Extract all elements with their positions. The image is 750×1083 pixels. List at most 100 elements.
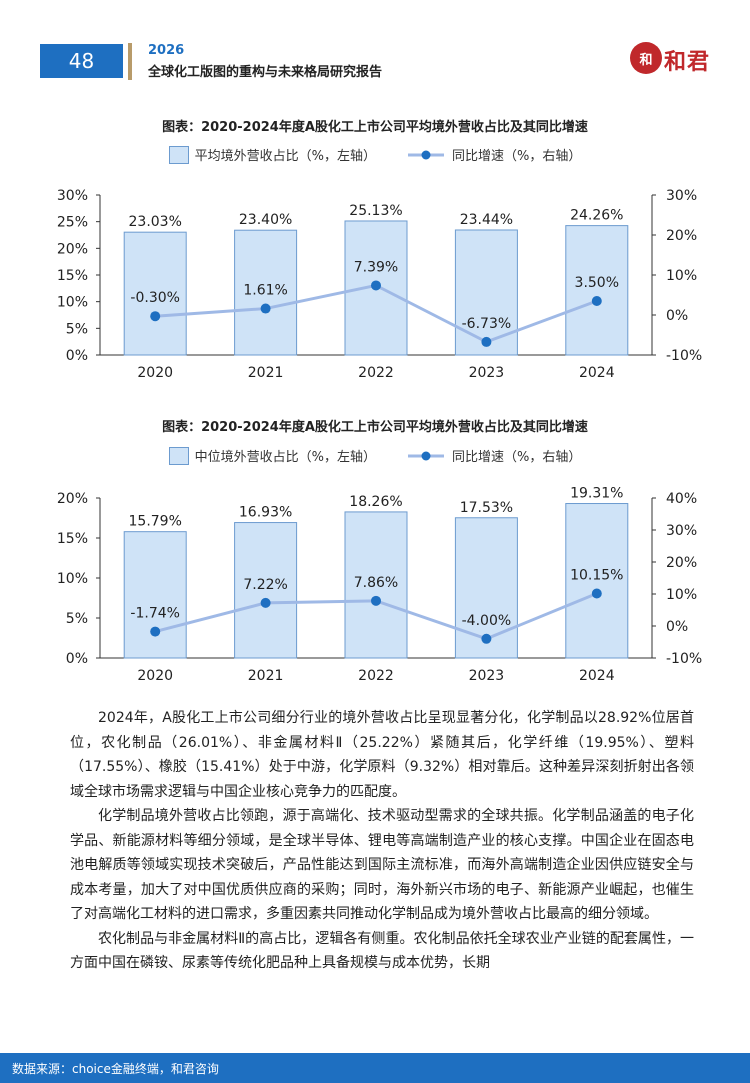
y-left-tick-label: 25% xyxy=(57,215,88,231)
x-tick-label: 2020 xyxy=(137,668,173,684)
growth-data-label: 1.61% xyxy=(243,283,287,299)
y-left-tick-label: 5% xyxy=(66,321,88,337)
bar xyxy=(123,531,187,659)
header-year: 2026 xyxy=(148,43,185,58)
growth-point xyxy=(371,595,381,606)
x-tick-label: 2022 xyxy=(358,365,394,381)
y-left-tick-label: 20% xyxy=(57,241,88,257)
x-tick-label: 2021 xyxy=(248,668,284,684)
header-report-title: 全球化工版图的重构与未来格局研究报告 xyxy=(148,65,383,80)
chart-2-legend: 中位境外营收占比（%，左轴） 同比增速（%，右轴） xyxy=(0,446,750,465)
paragraph: 2024年，A股化工上市公司细分行业的境外营收占比呈现显著分化，化学制品以28.… xyxy=(70,710,694,800)
y-right-tick-label: 30% xyxy=(666,523,697,539)
growth-data-label: 10.15% xyxy=(570,568,623,584)
growth-point xyxy=(371,280,381,291)
x-tick-label: 2024 xyxy=(579,668,615,684)
legend-item-bar: 平均境外营收占比（%，左轴） xyxy=(168,145,376,164)
header-divider xyxy=(128,43,132,80)
bar-data-label: 18.26% xyxy=(349,494,402,510)
legend-line-label: 同比增速（%，右轴） xyxy=(452,450,582,465)
y-left-tick-label: 10% xyxy=(57,295,88,311)
growth-data-label: -4.00% xyxy=(462,613,512,629)
y-left-tick-label: 15% xyxy=(57,531,88,547)
growth-data-label: -6.73% xyxy=(462,316,512,332)
bar-data-label: 23.44% xyxy=(460,212,513,228)
legend-bar-swatch xyxy=(168,145,189,164)
growth-point xyxy=(260,303,271,314)
bar-data-label: 23.40% xyxy=(239,212,292,228)
legend-line-swatch xyxy=(408,451,444,460)
page-number: 48 xyxy=(40,44,123,78)
y-right-tick-label: 20% xyxy=(666,228,697,244)
chart-1-title: 图表：2020-2024年度A股化工上市公司平均境外营收占比及其同比增速 xyxy=(162,120,588,135)
legend-item-bar: 中位境外营收占比（%，左轴） xyxy=(168,446,376,465)
paragraph: 农化制品与非金属材料Ⅱ的高占比，逻辑各有侧重。农化制品依托全球农业产业链的配套属… xyxy=(70,930,694,972)
legend-item-line: 同比增速（%，右轴） xyxy=(406,145,581,164)
y-left-tick-label: 0% xyxy=(66,348,88,364)
bar-data-label: 23.03% xyxy=(129,214,182,230)
y-left-tick-label: 15% xyxy=(57,268,88,284)
legend-line-swatch xyxy=(408,150,444,159)
chart-2: 0% 5% 10% 15% 20% -10% 0% 10% 20% 30% 40% 15.79% 202… xyxy=(57,486,702,684)
bar xyxy=(123,231,187,356)
chart-1-legend: 平均境外营收占比（%，左轴） 同比增速（%，右轴） xyxy=(0,145,750,164)
bar xyxy=(234,522,298,659)
growth-data-label: 7.86% xyxy=(354,575,398,591)
y-right-tick-label: 0% xyxy=(666,308,688,324)
y-right-tick-label: 40% xyxy=(666,491,697,507)
brand-logo: 和 和君 xyxy=(630,40,720,80)
x-tick-label: 2022 xyxy=(358,668,394,684)
growth-point xyxy=(481,336,492,347)
legend-bar-label: 中位境外营收占比（%，左轴） xyxy=(194,450,376,465)
bar-data-label: 19.31% xyxy=(570,486,623,502)
growth-data-label: -0.30% xyxy=(130,290,180,306)
y-right-tick-label: -10% xyxy=(666,348,702,364)
bar-data-label: 25.13% xyxy=(349,203,402,219)
bar xyxy=(454,229,518,356)
growth-data-label: 7.39% xyxy=(354,259,398,275)
x-tick-label: 2023 xyxy=(469,668,505,684)
logo-seal-icon: 和 xyxy=(630,42,662,74)
y-left-tick-label: 20% xyxy=(57,491,88,507)
bar-data-label: 24.26% xyxy=(570,208,623,224)
y-left-tick-label: 30% xyxy=(57,188,88,204)
y-right-tick-label: 10% xyxy=(666,268,697,284)
legend-line-label: 同比增速（%，右轴） xyxy=(452,149,582,164)
bar xyxy=(565,503,629,659)
y-left-tick-label: 10% xyxy=(57,571,88,587)
bar xyxy=(344,511,408,659)
growth-data-label: 3.50% xyxy=(575,275,619,291)
y-right-tick-label: 30% xyxy=(666,188,697,204)
y-right-tick-label: 0% xyxy=(666,619,688,635)
growth-point xyxy=(591,296,602,306)
footer-source: 数据来源：choice金融终端，和君咨询 xyxy=(0,1053,750,1083)
growth-point xyxy=(260,597,271,608)
legend-bar-swatch xyxy=(168,446,189,465)
body-text: 2024年，A股化工上市公司细分行业的境外营收占比呈现显著分化，化学制品以28.… xyxy=(70,706,694,976)
y-right-tick-label: 10% xyxy=(666,587,697,603)
x-tick-label: 2021 xyxy=(248,365,284,381)
x-tick-label: 2023 xyxy=(469,365,505,381)
bar xyxy=(565,225,629,356)
bar-data-label: 15.79% xyxy=(129,514,182,530)
logo-text: 和君 xyxy=(664,50,711,75)
y-right-tick-label: 20% xyxy=(666,555,697,571)
growth-point xyxy=(150,626,161,637)
x-tick-label: 2024 xyxy=(579,365,615,381)
growth-point xyxy=(150,311,161,322)
bar-data-label: 16.93% xyxy=(239,505,292,521)
chart-1: 0% 5% 10% 15% 20% 25% 30% -10% 0% 10% 20% 30% 23.03%… xyxy=(57,188,702,381)
growth-data-label: -1.74% xyxy=(130,606,180,622)
growth-point xyxy=(591,588,602,599)
y-right-tick-label: -10% xyxy=(666,651,702,667)
x-tick-label: 2020 xyxy=(137,365,173,381)
legend-item-line: 同比增速（%，右轴） xyxy=(406,446,581,465)
chart-2-title: 图表：2020-2024年度A股化工上市公司平均境外营收占比及其同比增速 xyxy=(162,420,588,435)
bar-data-label: 17.53% xyxy=(460,500,513,516)
bar xyxy=(234,229,298,356)
y-left-tick-label: 0% xyxy=(66,651,88,667)
growth-point xyxy=(481,633,492,644)
legend-bar-label: 平均境外营收占比（%，左轴） xyxy=(194,149,376,164)
paragraph: 化学制品境外营收占比领跑，源于高端化、技术驱动型需求的全球共振。化学制品涵盖的电… xyxy=(70,808,694,922)
y-left-tick-label: 5% xyxy=(66,611,88,627)
